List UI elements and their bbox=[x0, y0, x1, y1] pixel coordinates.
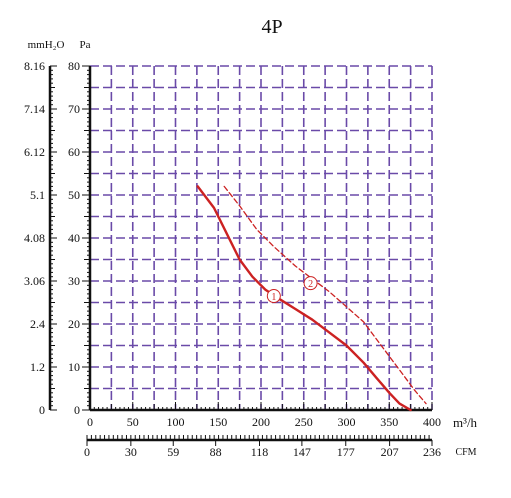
cfm-tick-label: 236 bbox=[423, 445, 441, 459]
x-tick-label: 100 bbox=[167, 415, 185, 429]
mmh2o-tick-label: 7.14 bbox=[24, 102, 45, 116]
x-tick-label: 150 bbox=[209, 415, 227, 429]
x-tick-label: 0 bbox=[87, 415, 93, 429]
x-tick-label: 400 bbox=[423, 415, 441, 429]
pa-tick-label: 0 bbox=[74, 403, 80, 417]
pa-tick-label: 80 bbox=[68, 59, 80, 73]
cfm-tick-label: 118 bbox=[251, 445, 269, 459]
series-marker-2 bbox=[303, 276, 318, 291]
pa-tick-label: 70 bbox=[68, 102, 80, 116]
cfm-tick-label: 88 bbox=[210, 445, 222, 459]
cfm-tick-label: 207 bbox=[381, 445, 399, 459]
mmh2o-tick-label: 5.1 bbox=[30, 188, 45, 202]
cfm-axis-unit: CFM bbox=[455, 447, 476, 458]
x-tick-label: 350 bbox=[380, 415, 398, 429]
x-tick-label: 200 bbox=[252, 415, 270, 429]
x-tick-label: 300 bbox=[338, 415, 356, 429]
pa-tick-label: 10 bbox=[68, 360, 80, 374]
mmh2o-tick-label: 2.4 bbox=[30, 317, 45, 331]
cfm-tick-label: 0 bbox=[84, 445, 90, 459]
pa-tick-label: 30 bbox=[68, 274, 80, 288]
pa-tick-label: 60 bbox=[68, 145, 80, 159]
mmh2o-tick-label: 6.12 bbox=[24, 145, 45, 159]
cfm-tick-label: 177 bbox=[337, 445, 355, 459]
cfm-tick-label: 30 bbox=[125, 445, 137, 459]
x-tick-label: 250 bbox=[295, 415, 313, 429]
mmh2o-tick-label: 8.16 bbox=[24, 59, 45, 73]
pa-tick-label: 40 bbox=[68, 231, 80, 245]
mmh2o-tick-label: 0 bbox=[39, 403, 45, 417]
chart-title: 4P bbox=[261, 16, 282, 38]
x-tick-label: 50 bbox=[127, 415, 139, 429]
mmh2o-tick-label: 3.06 bbox=[24, 274, 45, 288]
pa-tick-label: 50 bbox=[68, 188, 80, 202]
pa-axis-unit: Pa bbox=[80, 39, 91, 51]
series-label-1: 1 bbox=[271, 292, 276, 303]
curve-line-1 bbox=[196, 185, 412, 412]
pa-tick-label: 20 bbox=[68, 317, 80, 331]
x-axis-unit: m³/h bbox=[453, 415, 478, 430]
mmh2o-axis-unit: mmH₂O bbox=[28, 39, 65, 51]
mmh2o-tick-label: 4.08 bbox=[24, 231, 45, 245]
mmh2o-tick-label: 1.2 bbox=[30, 360, 45, 374]
series-label-2: 2 bbox=[308, 279, 313, 290]
series-marker-1 bbox=[266, 289, 281, 304]
cfm-tick-label: 147 bbox=[293, 445, 311, 459]
cfm-tick-label: 59 bbox=[167, 445, 179, 459]
curve-line-2 bbox=[223, 185, 427, 405]
